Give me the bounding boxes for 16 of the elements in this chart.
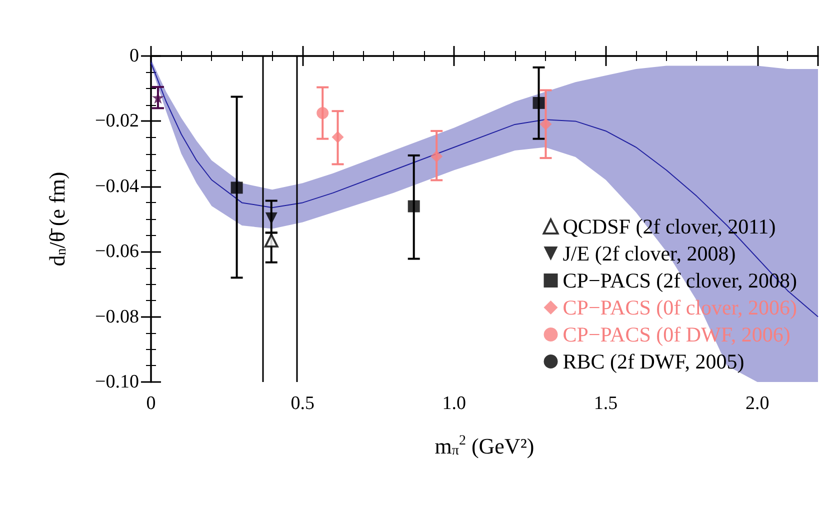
y-tick-label: −0.10 [95,372,139,392]
x-axis-title: mπ2 (GeV²) [434,434,534,458]
x-tick-label: 0.5 [290,393,314,414]
y-tick-label: −0.02 [95,110,139,132]
y-tick-label: 0 [130,46,139,66]
legend-label: QCDSF (2f clover, 2011) [562,214,776,238]
x-tick-label: 1.5 [594,393,618,414]
legend-label: J/E (2f clover, 2008) [562,242,736,266]
y-tick-label: −0.06 [95,241,139,262]
x-tick-label: 0 [146,393,156,414]
legend-label: RBC (2f DWF, 2005) [562,350,744,374]
x-tick-label: 2.0 [745,393,770,414]
y-tick-label: −0.08 [95,306,139,328]
x-tick-label: 1.0 [442,393,466,414]
y-axis-title: dn/θ̄ (e fm) [44,172,70,266]
y-tick-label: −0.04 [95,176,140,197]
